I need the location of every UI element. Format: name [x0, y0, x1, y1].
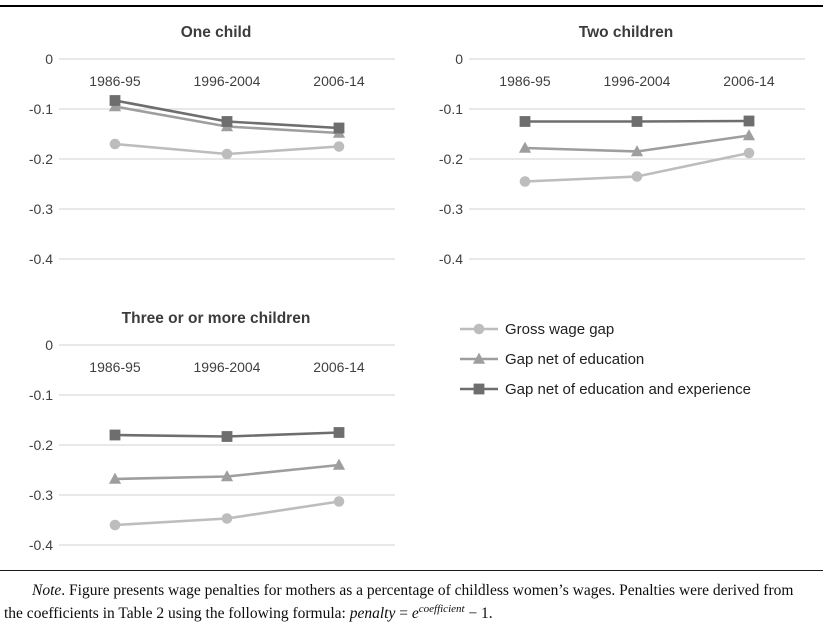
svg-text:-0.2: -0.2 — [439, 151, 463, 167]
svg-text:0: 0 — [45, 337, 53, 353]
svg-text:1986-95: 1986-95 — [89, 73, 141, 89]
svg-text:1996-2004: 1996-2004 — [604, 73, 671, 89]
svg-text:-0.4: -0.4 — [29, 537, 53, 553]
note-text: . Figure presents wage penalties for mot… — [61, 582, 794, 599]
legend-label: Gross wage gap — [505, 320, 615, 338]
triangle-marker-icon — [460, 352, 498, 364]
legend-item-gap-net-of-education: Gap net of education — [460, 349, 751, 369]
svg-text:Three or or more children: Three or or more children — [122, 310, 311, 327]
svg-text:-0.1: -0.1 — [439, 101, 463, 117]
svg-text:1986-95: 1986-95 — [499, 73, 551, 89]
svg-text:-0.3: -0.3 — [29, 201, 53, 217]
svg-text:One child: One child — [181, 24, 252, 41]
legend-label: Gap net of education — [505, 350, 645, 368]
legend-item-gap-net-of-education-and-experience: Gap net of education and experience — [460, 379, 751, 399]
svg-text:-0.1: -0.1 — [29, 387, 53, 403]
chart-three-or-more-children: Three or or more children 0 -0.1 -0.2 -0.3 -0… — [29, 310, 395, 553]
svg-text:-0.3: -0.3 — [29, 487, 53, 503]
svg-text:-0.3: -0.3 — [439, 201, 463, 217]
svg-text:-0.2: -0.2 — [29, 437, 53, 453]
chart-two-children: Two children 0 -0.1 -0.2 -0.3 -0.4 1986-95 1996… — [439, 24, 805, 267]
svg-text:1996-2004: 1996-2004 — [194, 73, 261, 89]
formula-equals: = — [395, 605, 412, 622]
legend-item-gross-wage-gap: Gross wage gap — [460, 319, 751, 339]
svg-text:1996-2004: 1996-2004 — [194, 359, 261, 375]
svg-text:-0.2: -0.2 — [29, 151, 53, 167]
svg-text:0: 0 — [455, 51, 463, 67]
note-line-2: the coefficients in Table 2 using the fo… — [4, 602, 819, 625]
square-marker-icon — [460, 383, 498, 395]
note-line-1: Note. Figure presents wage penalties for… — [4, 579, 819, 602]
svg-text:-0.4: -0.4 — [29, 251, 53, 267]
circle-marker-icon — [460, 323, 498, 335]
svg-text:-0.4: -0.4 — [439, 251, 463, 267]
formula-penalty: penalty — [349, 605, 396, 622]
svg-text:1986-95: 1986-95 — [89, 359, 141, 375]
note-separator-rule — [0, 570, 823, 571]
note-lead: Note — [32, 582, 62, 599]
svg-text:-0.1: -0.1 — [29, 101, 53, 117]
svg-text:2006-14: 2006-14 — [313, 359, 365, 375]
svg-text:2006-14: 2006-14 — [313, 73, 365, 89]
formula-e: e — [411, 605, 419, 622]
note-text: the coefficients in Table 2 using the fo… — [4, 605, 350, 622]
legend-label: Gap net of education and experience — [505, 380, 752, 398]
svg-text:0: 0 — [45, 51, 53, 67]
svg-text:Two children: Two children — [579, 24, 673, 41]
svg-text:2006-14: 2006-14 — [723, 73, 775, 89]
figure-note: Note. Figure presents wage penalties for… — [4, 579, 819, 625]
legend: Gross wage gap Gap net of education Gap … — [460, 319, 751, 409]
chart-one-child: One child 0 -0.1 -0.2 -0.3 -0.4 1986-95 1996-20… — [29, 24, 395, 267]
formula-tail: − 1. — [464, 605, 493, 622]
formula-exponent: coefficient — [418, 602, 465, 615]
top-border-rule — [0, 5, 823, 7]
